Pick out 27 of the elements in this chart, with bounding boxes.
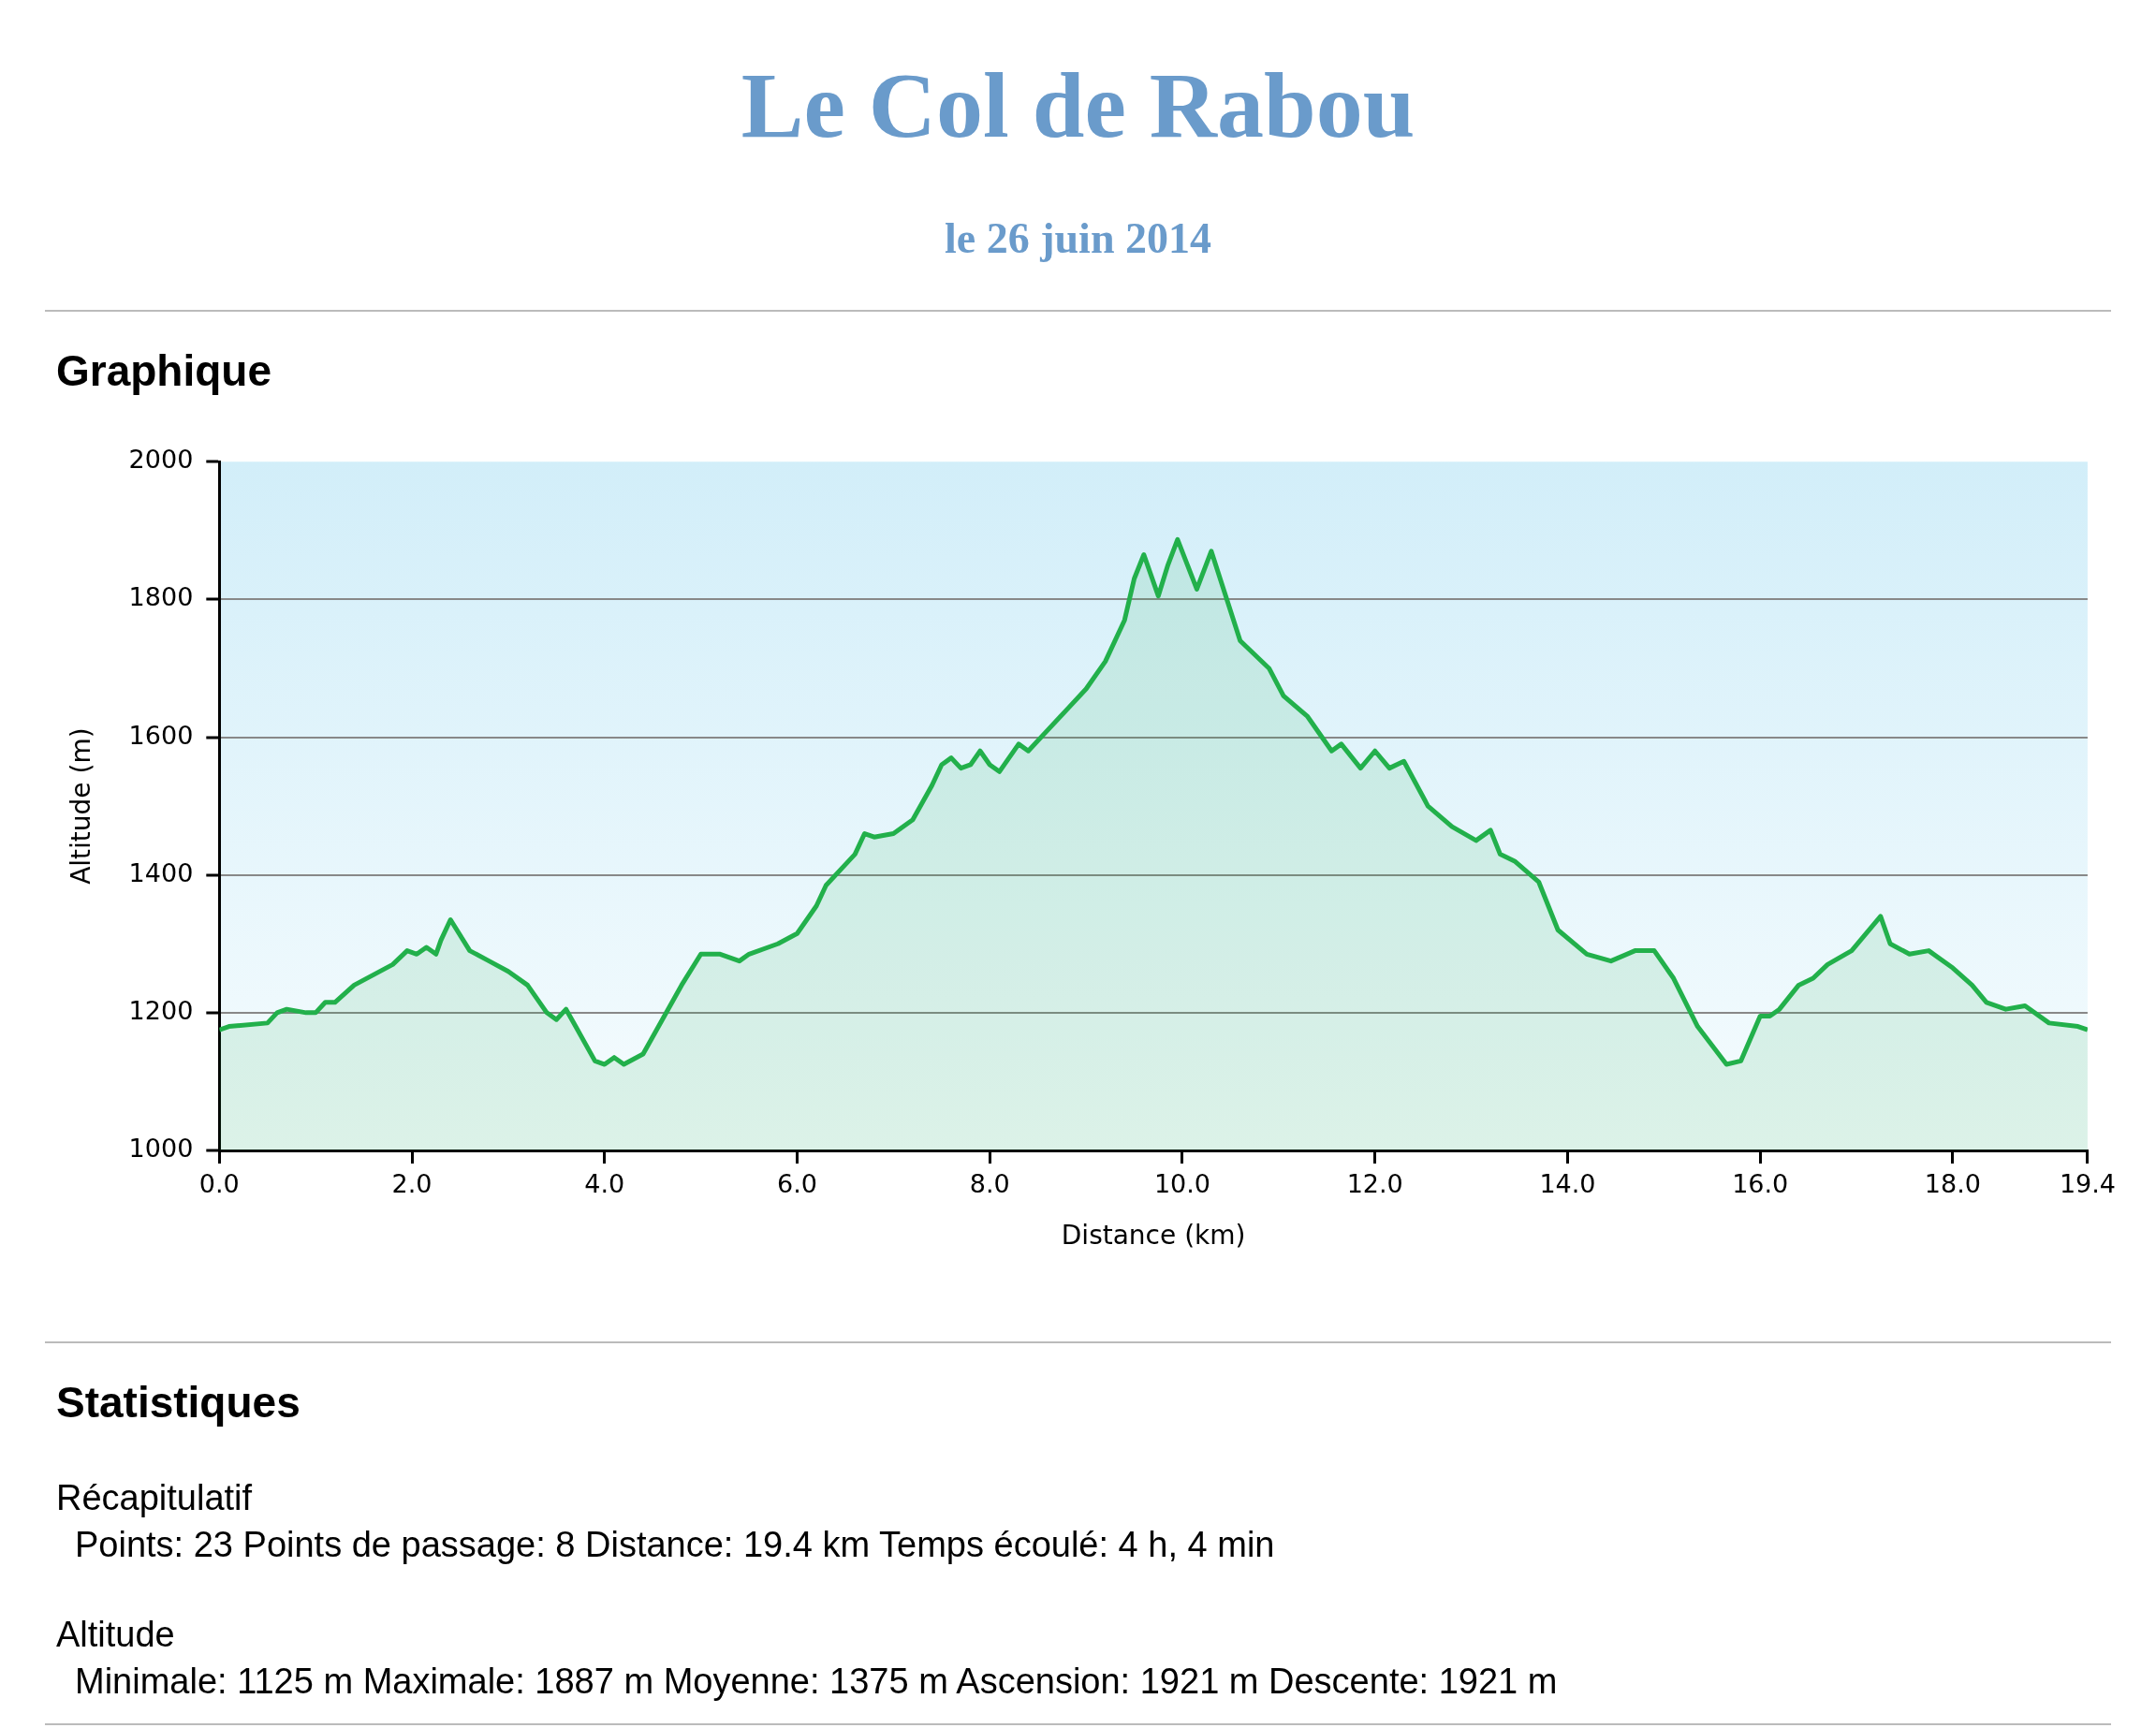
x-tick-label: 16.0 bbox=[1732, 1169, 1789, 1199]
x-tick-label: 12.0 bbox=[1346, 1169, 1403, 1199]
y-tick-label: 1400 bbox=[128, 857, 194, 887]
x-tick-label: 2.0 bbox=[391, 1169, 433, 1199]
x-tick-label: 18.0 bbox=[1924, 1169, 1981, 1199]
y-tick-label: 1200 bbox=[128, 995, 194, 1025]
y-tick-label: 1800 bbox=[128, 582, 194, 612]
x-tick-label: 8.0 bbox=[969, 1169, 1010, 1199]
text: Points: 23 Points de passage: 8 Distance: 19.4 km Temps écoulé: 4 h, 4 min bbox=[75, 1524, 1276, 1566]
text: Minimale: 1125 m Maximale: 1887 m Moyenne: 1375 m Ascension: 1921 m Descente: 1921 m bbox=[75, 1661, 1559, 1703]
text: Statistiques bbox=[56, 1377, 301, 1428]
x-tick-label: 19.4 bbox=[2059, 1169, 2116, 1199]
y-tick-label: 1600 bbox=[128, 720, 194, 750]
text: Graphique bbox=[56, 345, 273, 396]
x-tick-label: 4.0 bbox=[584, 1169, 625, 1199]
y-tick-label: 1000 bbox=[128, 1134, 194, 1164]
y-tick-label: 2000 bbox=[128, 445, 194, 475]
text: Récapitulatif bbox=[56, 1477, 254, 1519]
x-axis-title: Distance (km) bbox=[1061, 1220, 1246, 1252]
x-tick-label: 10.0 bbox=[1153, 1169, 1211, 1199]
chart-title: Le Col de Rabou bbox=[740, 53, 1416, 157]
x-tick-label: 14.0 bbox=[1539, 1169, 1596, 1199]
x-tick-label: 0.0 bbox=[198, 1169, 240, 1199]
chart-subtitle: le 26 juin 2014 bbox=[944, 213, 1212, 263]
text: Altitude bbox=[56, 1614, 176, 1656]
x-tick-label: 6.0 bbox=[777, 1169, 817, 1199]
y-axis-title: Altitude (m) bbox=[66, 727, 97, 885]
